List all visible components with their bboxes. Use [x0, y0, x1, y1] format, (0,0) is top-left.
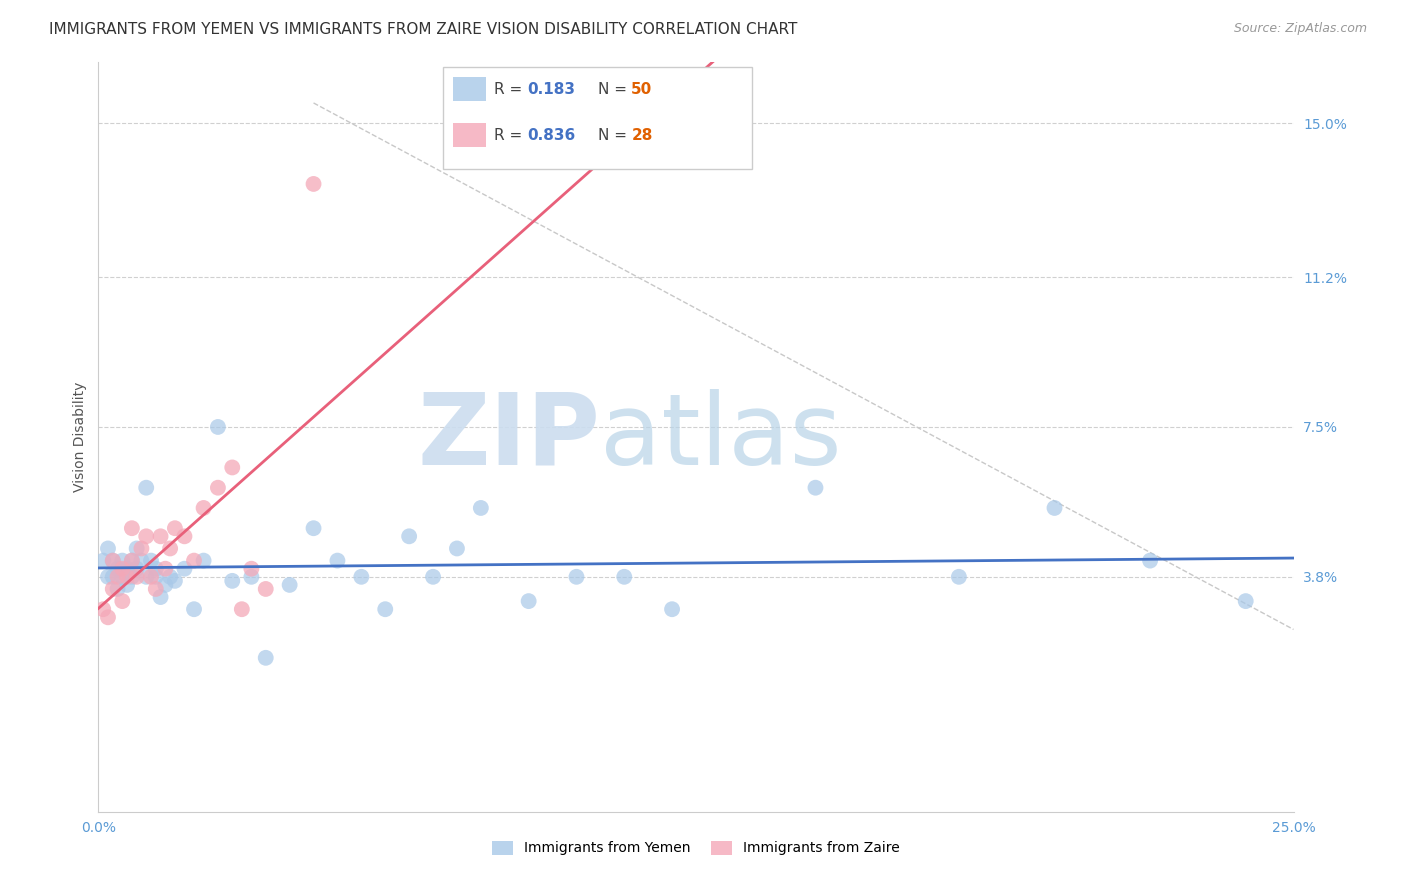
Point [101, 582, 124, 596]
Point [125, 562, 148, 576]
Point [135, 481, 157, 495]
Point [163, 574, 186, 588]
Point [350, 570, 373, 584]
Text: 0.836: 0.836 [527, 128, 575, 143]
Y-axis label: Vision Disability: Vision Disability [73, 382, 87, 492]
Point [446, 541, 468, 556]
Point [131, 553, 153, 567]
Point [111, 553, 134, 567]
Point [149, 529, 172, 543]
Point [121, 553, 143, 567]
Text: atlas: atlas [600, 389, 842, 485]
Point [111, 570, 134, 584]
Point [107, 570, 129, 584]
Point [107, 562, 129, 576]
Point [398, 529, 420, 543]
Point [207, 420, 229, 434]
Point [125, 570, 148, 584]
Point [1234, 594, 1257, 608]
Point [145, 570, 167, 584]
Point [139, 553, 162, 567]
Point [97, 570, 120, 584]
Point [278, 578, 301, 592]
Point [1139, 553, 1161, 567]
Point [240, 570, 263, 584]
Point [97, 541, 120, 556]
Point [374, 602, 396, 616]
Point [302, 521, 325, 535]
Point [145, 582, 167, 596]
Point [135, 529, 157, 543]
Point [517, 594, 540, 608]
Point [948, 570, 970, 584]
Point [97, 610, 120, 624]
Point [131, 541, 153, 556]
Point [221, 460, 243, 475]
Point [145, 562, 167, 576]
Point [135, 570, 157, 584]
Point [302, 177, 325, 191]
Point [159, 570, 181, 584]
Point [565, 570, 588, 584]
Point [193, 500, 215, 515]
Point [470, 500, 492, 515]
Text: ZIP: ZIP [418, 389, 600, 485]
Text: N =: N = [598, 128, 631, 143]
Text: IMMIGRANTS FROM YEMEN VS IMMIGRANTS FROM ZAIRE VISION DISABILITY CORRELATION CHA: IMMIGRANTS FROM YEMEN VS IMMIGRANTS FROM… [49, 22, 797, 37]
Point [193, 553, 215, 567]
Point [173, 529, 195, 543]
Point [121, 521, 143, 535]
Point [115, 562, 138, 576]
Point [111, 594, 134, 608]
Point [221, 574, 243, 588]
Point [125, 541, 148, 556]
Point [159, 541, 181, 556]
Point [91, 602, 114, 616]
Point [163, 521, 186, 535]
Point [173, 562, 195, 576]
Point [115, 578, 138, 592]
Point [101, 553, 124, 567]
Point [422, 570, 444, 584]
Point [183, 553, 205, 567]
Point [107, 582, 129, 596]
Point [139, 570, 162, 584]
Text: R =: R = [494, 82, 527, 96]
Point [101, 570, 124, 584]
Point [661, 602, 683, 616]
Point [121, 570, 143, 584]
Text: R =: R = [494, 128, 527, 143]
Point [240, 562, 263, 576]
Point [155, 578, 177, 592]
Point [183, 602, 205, 616]
Point [155, 562, 177, 576]
Point [121, 553, 143, 567]
Point [804, 481, 827, 495]
Text: 50: 50 [631, 82, 652, 96]
Text: 28: 28 [631, 128, 652, 143]
Point [91, 553, 114, 567]
Point [149, 590, 172, 604]
Point [254, 582, 277, 596]
Legend: Immigrants from Yemen, Immigrants from Zaire: Immigrants from Yemen, Immigrants from Z… [486, 835, 905, 861]
Text: 0.183: 0.183 [527, 82, 575, 96]
Point [231, 602, 253, 616]
Point [1043, 500, 1066, 515]
Point [326, 553, 349, 567]
Point [115, 570, 138, 584]
Point [101, 553, 124, 567]
Point [254, 650, 277, 665]
Text: N =: N = [598, 82, 631, 96]
Point [613, 570, 636, 584]
Point [207, 481, 229, 495]
Text: Source: ZipAtlas.com: Source: ZipAtlas.com [1233, 22, 1367, 36]
Point [111, 562, 134, 576]
